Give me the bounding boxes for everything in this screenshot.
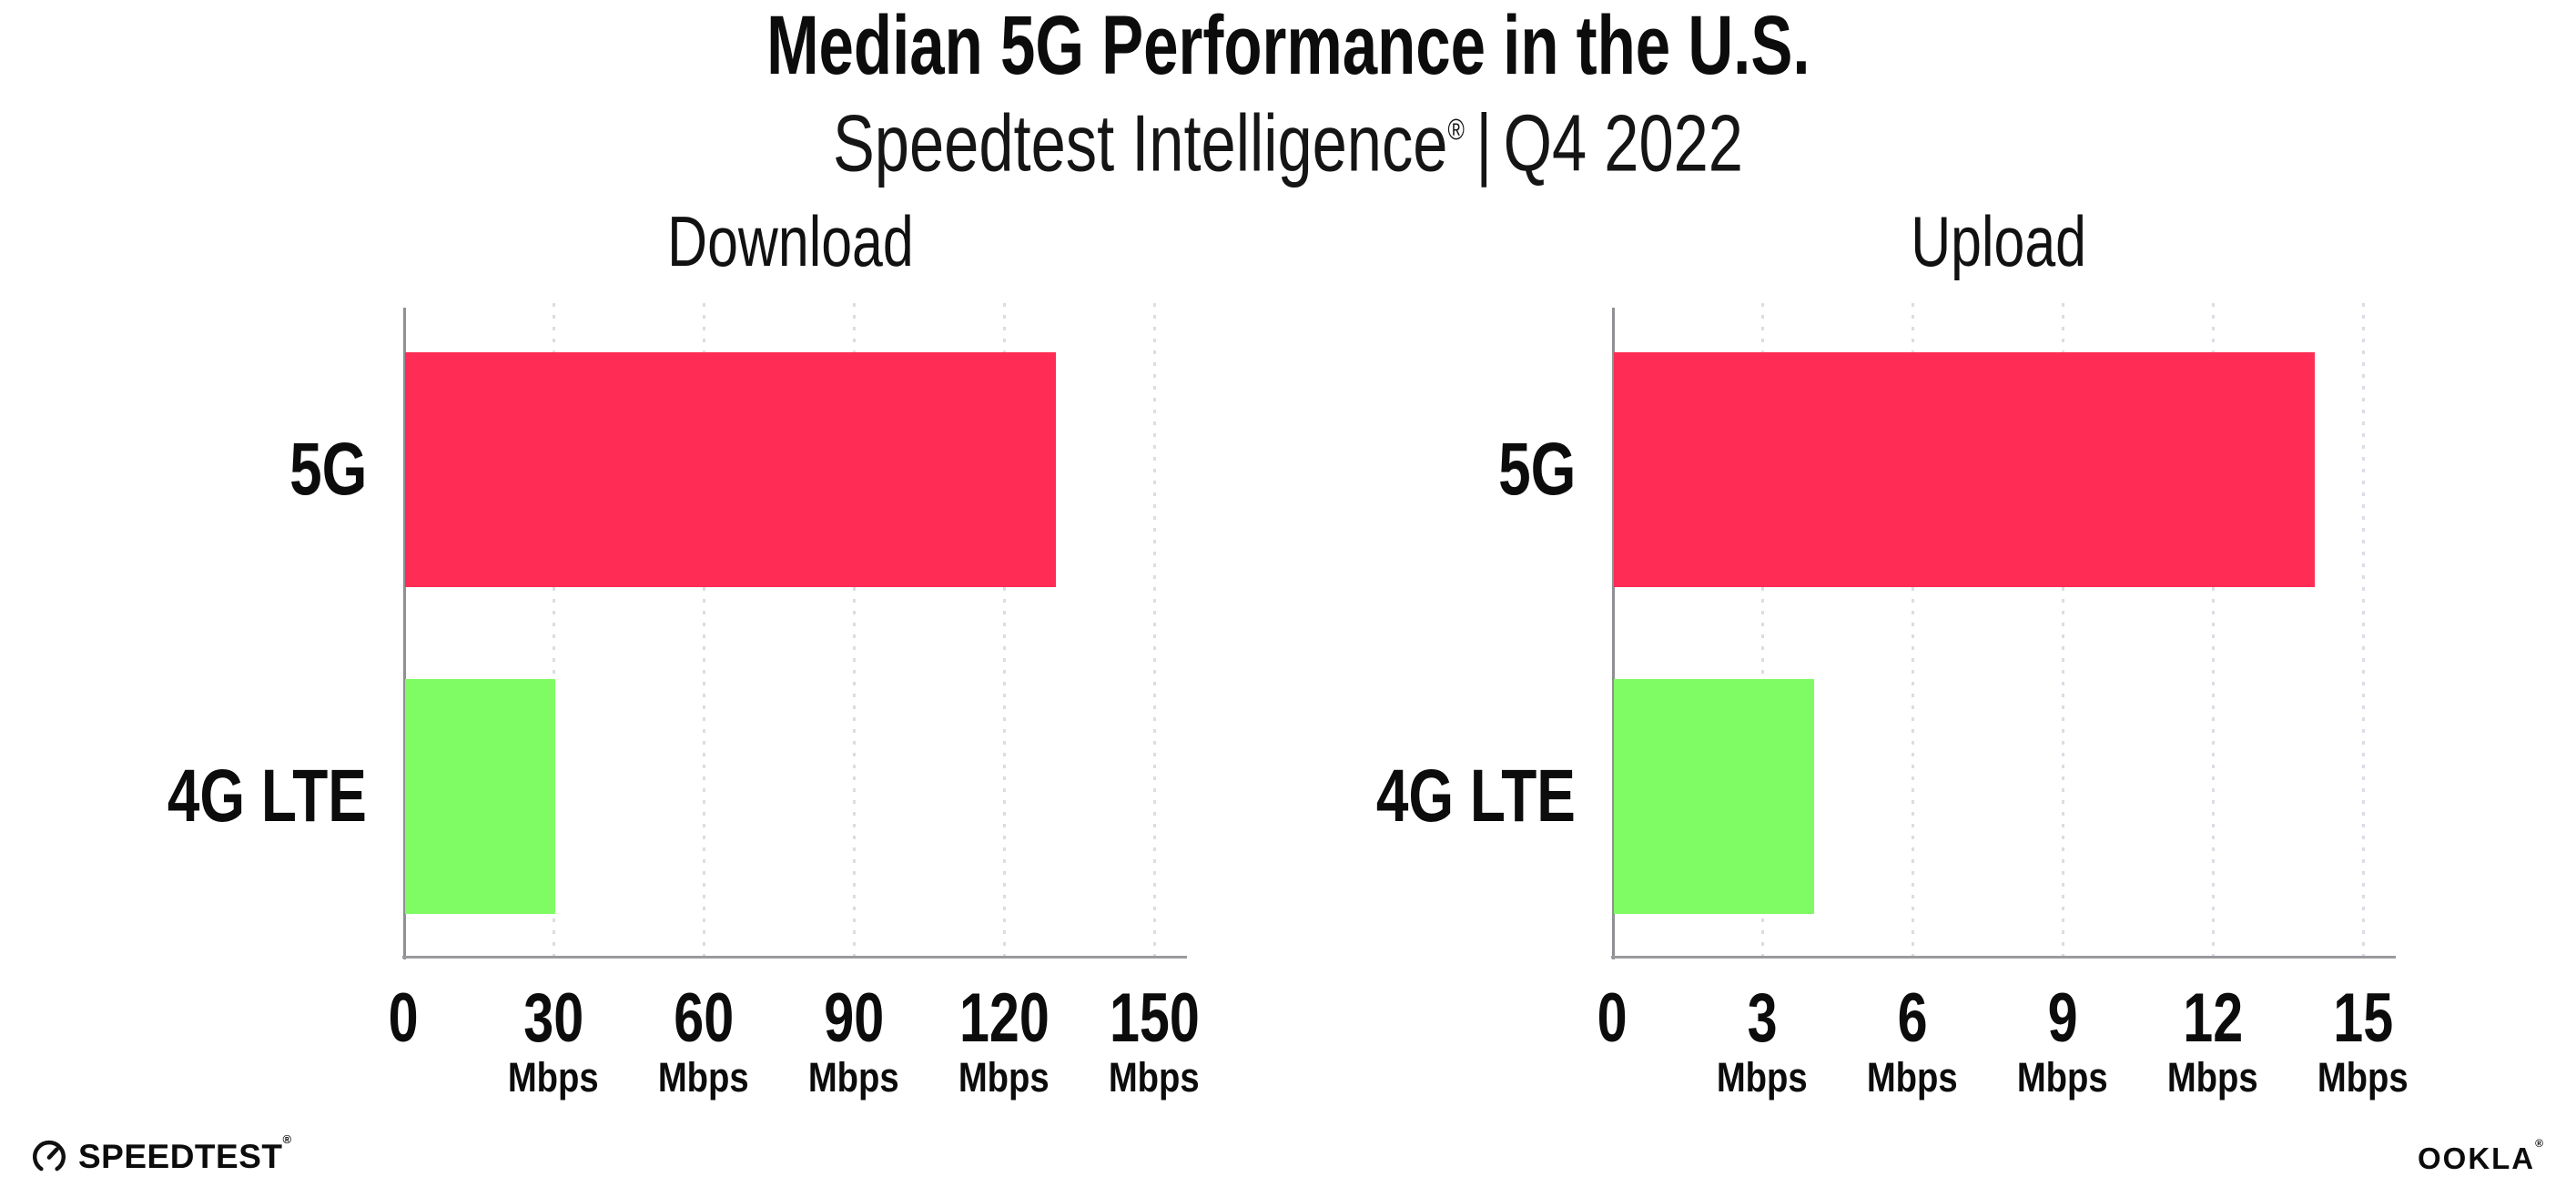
x-tick-9: 9 Mbps [1962, 979, 2163, 1101]
registered-mark: ® [1447, 113, 1465, 146]
x-tick-12: 12 Mbps [2113, 979, 2313, 1101]
speedtest-gauge-icon [33, 1141, 66, 1172]
x-tick-120: 120 Mbps [904, 979, 1104, 1101]
gridline-60-mbps [703, 303, 705, 959]
download-plot-area [402, 303, 1187, 959]
x-tick-unit: Mbps [958, 1054, 1050, 1101]
category-label-5g: 5G [1121, 411, 1576, 529]
x-tick-0: 0 [303, 979, 503, 1057]
x-tick-0: 0 [1512, 979, 1712, 1057]
x-tick-unit: Mbps [2017, 1054, 2108, 1101]
ookla-registered-mark: ® [2535, 1137, 2545, 1150]
chart-title-upload: Upload [1612, 202, 2386, 280]
x-tick-value: 150 [1109, 979, 1200, 1057]
x-tick-15: 15 Mbps [2263, 979, 2463, 1101]
category-label-4g-lte: 4G LTE [1121, 737, 1576, 856]
x-tick-value: 0 [388, 979, 419, 1057]
x-tick-6: 6 Mbps [1812, 979, 2013, 1101]
x-tick-value: 9 [2047, 979, 2078, 1057]
gridline-12-mbps [2212, 303, 2215, 959]
speedtest-registered-mark: ® [282, 1131, 292, 1146]
bar-5g-download [405, 352, 1056, 587]
category-label-text: 4G LTE [167, 755, 367, 837]
category-label-text: 5G [289, 428, 367, 511]
chart-title-download: Download [403, 202, 1177, 280]
x-tick-90: 90 Mbps [754, 979, 954, 1101]
x-tick-unit: Mbps [2167, 1054, 2258, 1101]
x-axis-line [1611, 956, 2396, 959]
bar-5g-upload [1614, 352, 2315, 587]
x-tick-unit: Mbps [808, 1054, 899, 1101]
category-label-5g: 5G [0, 411, 367, 529]
x-tick-value: 90 [824, 979, 884, 1057]
x-tick-unit: Mbps [658, 1054, 749, 1101]
x-tick-value: 3 [1747, 979, 1778, 1057]
gridline-3-mbps [1761, 303, 1764, 959]
y-axis-line [1612, 308, 1615, 959]
x-tick-value: 6 [1897, 979, 1928, 1057]
x-tick-unit: Mbps [2317, 1054, 2409, 1101]
x-tick-3: 3 Mbps [1662, 979, 1862, 1101]
bar-4g-lte-download [405, 679, 555, 914]
x-tick-150: 150 Mbps [1054, 979, 1254, 1101]
gridline-90-mbps [853, 303, 856, 959]
gridline-150-mbps [1153, 303, 1156, 959]
page-title-text: Median 5G Performance in the U.S. [766, 0, 1810, 92]
x-tick-unit: Mbps [1109, 1054, 1200, 1101]
subtitle-product: Speedtest Intelligence [833, 97, 1448, 188]
x-tick-value: 60 [674, 979, 734, 1057]
gridline-9-mbps [2062, 303, 2064, 959]
speedtest-wordmark: SPEEDTEST® [78, 1131, 292, 1175]
y-axis-line [403, 308, 406, 959]
page-subtitle: Speedtest Intelligence® | Q4 2022 [0, 89, 2576, 187]
ookla-wordmark: OOKLA® [2417, 1137, 2545, 1175]
category-label-text: 5G [1497, 428, 1576, 511]
subtitle-period: Q4 2022 [1503, 97, 1743, 188]
subtitle-separator: | [1476, 97, 1493, 188]
chart-title-text: Download [666, 201, 914, 281]
ookla-logo: OOKLA® [2417, 1137, 2545, 1176]
gridline-6-mbps [1912, 303, 1914, 959]
x-tick-unit: Mbps [1717, 1054, 1808, 1101]
x-tick-60: 60 Mbps [603, 979, 804, 1101]
gridline-15-mbps [2362, 303, 2365, 959]
category-label-text: 4G LTE [1375, 755, 1576, 837]
x-tick-value: 30 [523, 979, 583, 1057]
page-title: Median 5G Performance in the U.S. [0, 0, 2576, 91]
x-tick-unit: Mbps [508, 1054, 599, 1101]
chart-title-text: Upload [1911, 201, 2087, 281]
bar-4g-lte-upload [1614, 679, 1814, 914]
gridline-30-mbps [553, 303, 555, 959]
x-tick-value: 15 [2333, 979, 2393, 1057]
x-tick-value: 12 [2183, 979, 2243, 1057]
category-label-4g-lte: 4G LTE [0, 737, 367, 856]
gridline-120-mbps [1003, 303, 1006, 959]
x-tick-30: 30 Mbps [453, 979, 654, 1101]
x-tick-value: 0 [1597, 979, 1628, 1057]
x-tick-unit: Mbps [1867, 1054, 1958, 1101]
speedtest-logo: SPEEDTEST® [31, 1131, 292, 1176]
x-tick-value: 120 [958, 979, 1050, 1057]
upload-plot-area [1611, 303, 2396, 959]
x-axis-line [402, 956, 1187, 959]
